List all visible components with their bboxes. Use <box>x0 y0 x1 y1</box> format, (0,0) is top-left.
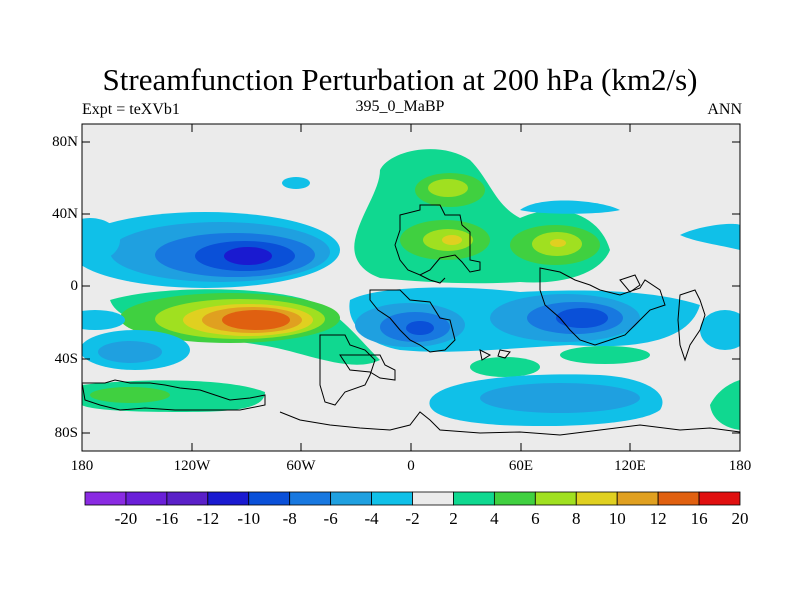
negative-anomaly-southwest <box>82 330 190 370</box>
positive-anomaly-southern-ocean-west <box>82 380 265 412</box>
colorbar-swatch <box>166 491 209 506</box>
lon-label-120w: 120W <box>173 458 211 474</box>
negative-anomaly-southern-ocean-east <box>429 374 663 427</box>
lat-label-80n: 80N <box>52 134 78 150</box>
lon-label-60w: 60W <box>286 458 316 474</box>
colorbar-label: 10 <box>608 509 626 528</box>
colorbar-swatch <box>84 491 127 506</box>
colorbar-label: -10 <box>237 509 261 528</box>
colorbar-swatch <box>575 491 618 506</box>
lon-label-180w: 180 <box>70 458 94 474</box>
plot-title: Streamfunction Perturbation at 200 hPa (… <box>102 62 698 97</box>
colorbar-swatch <box>371 491 413 506</box>
colorbar-label: -2 <box>405 509 420 528</box>
negative-anomaly-indian-ocean <box>349 287 700 352</box>
lat-label-40n: 40N <box>52 206 78 222</box>
colorbar-swatch <box>698 491 741 506</box>
colorbar-label: 6 <box>531 509 540 528</box>
colorbar-swatch <box>453 491 495 506</box>
colorbar-label: -8 <box>282 509 297 528</box>
contour-fields <box>82 149 740 430</box>
colorbar-label: 20 <box>731 509 749 528</box>
lat-label-80s: 80S <box>54 425 78 441</box>
colorbar-label: -4 <box>364 509 379 528</box>
colorbar-label: -6 <box>323 509 338 528</box>
colorbar-label: -20 <box>114 509 138 528</box>
colorbar-label: 2 <box>449 509 458 528</box>
colorbar-swatch <box>493 491 536 506</box>
colorbar-label: 8 <box>572 509 581 528</box>
lat-label-40s: 40S <box>54 351 78 367</box>
lat-label-equator: 0 <box>70 278 79 294</box>
colorbar <box>84 491 741 506</box>
land-outlines <box>82 204 740 436</box>
colorbar-swatch <box>207 491 250 506</box>
colorbar-swatch <box>125 491 168 506</box>
positive-anomaly-south-pacific <box>110 289 380 365</box>
positive-anomaly-eurasia <box>354 149 610 284</box>
axis-ticks <box>82 124 740 451</box>
lon-label-180e: 180 <box>728 458 752 474</box>
colorbar-label: 12 <box>649 509 667 528</box>
colorbar-label: 4 <box>490 509 499 528</box>
lon-label-60e: 60E <box>508 458 534 474</box>
lon-label-120e: 120E <box>614 458 646 474</box>
colorbar-swatch <box>330 491 372 506</box>
season-label: ANN <box>707 101 742 118</box>
colorbar-label: -16 <box>155 509 179 528</box>
lon-label-0: 0 <box>407 458 415 474</box>
colorbar-swatch <box>657 491 700 506</box>
negative-anomaly-north-pacific <box>82 212 340 288</box>
colorbar-swatch <box>616 491 659 506</box>
colorbar-swatch <box>248 491 291 506</box>
colorbar-swatch <box>534 491 577 506</box>
period-label: 395_0_MaBP <box>355 98 445 115</box>
colorbar-label: -12 <box>196 509 220 528</box>
colorbar-label: 16 <box>690 509 708 528</box>
colorbar-swatch <box>412 491 454 506</box>
colorbar-swatch <box>289 491 332 506</box>
experiment-label: Expt = teXVb1 <box>82 101 180 118</box>
